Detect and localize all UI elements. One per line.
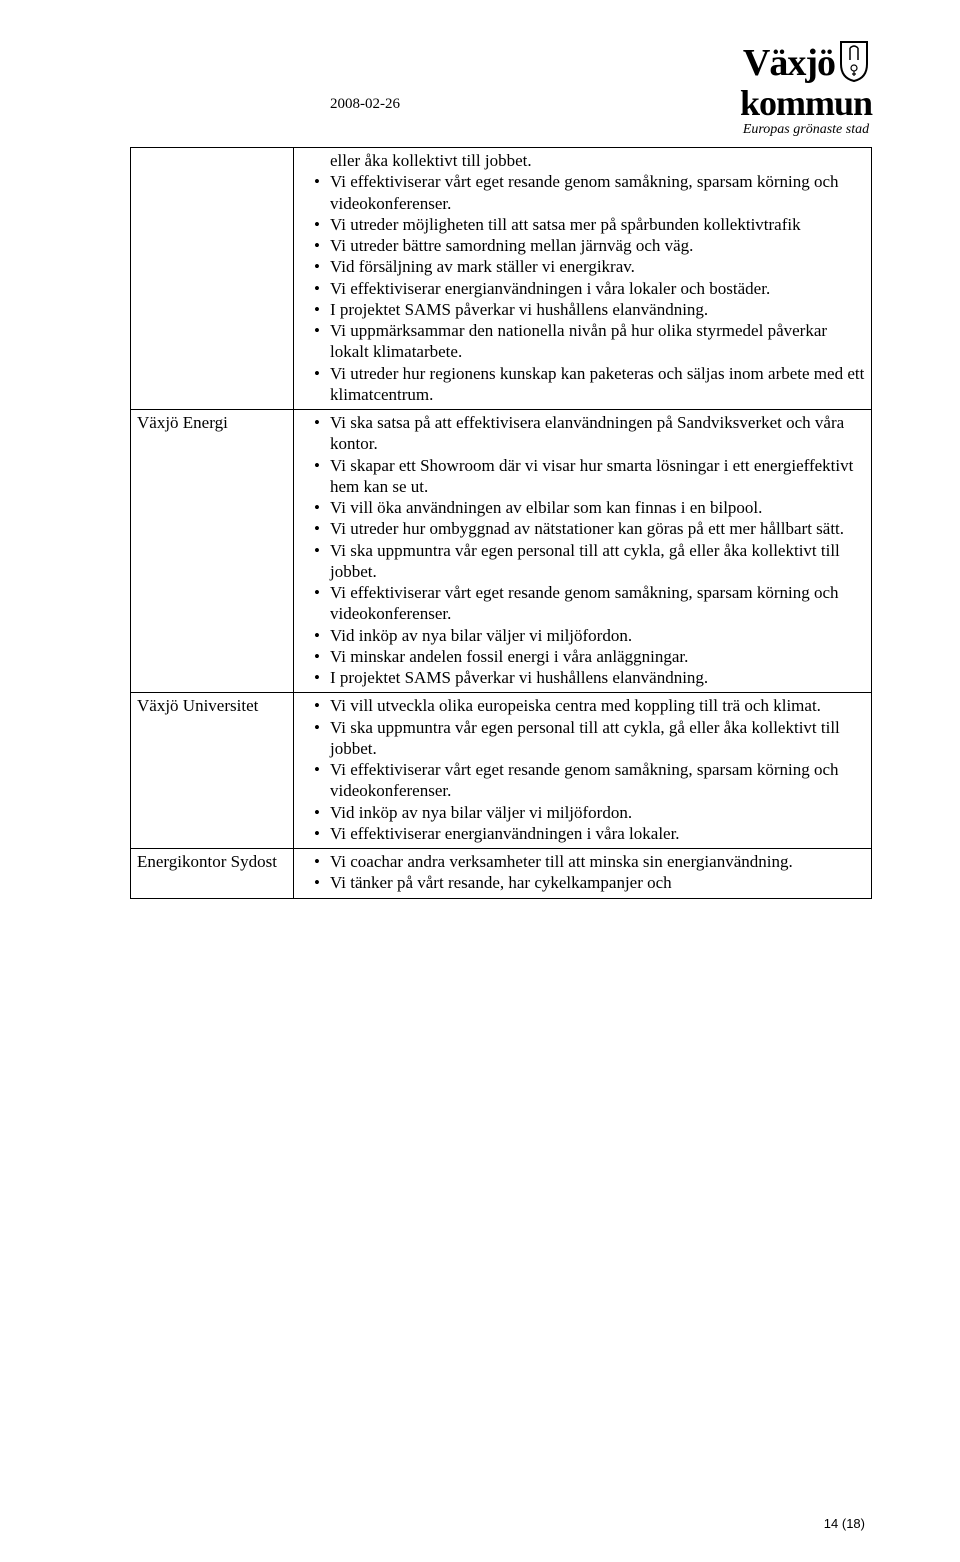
table-row: Växjö Universitet Vi vill utveckla olika … (131, 693, 872, 849)
list-item: Vid inköp av nya bilar väljer vi miljöfo… (314, 625, 865, 646)
list-item: Vi vill öka användningen av elbilar som … (314, 497, 865, 518)
list-item: Vi ska satsa på att effektivisera elanvä… (314, 412, 865, 455)
list-item: I projektet SAMS påverkar vi hushållens … (314, 667, 865, 688)
list-item: I projektet SAMS påverkar vi hushållens … (314, 299, 865, 320)
list-item: Vi utreder hur ombyggnad av nätstationer… (314, 518, 865, 539)
logo-tagline: Europas grönaste stad (740, 123, 872, 137)
list-item: Vi ska uppmuntra vår egen personal till … (314, 717, 865, 760)
list-item: Vi vill utveckla olika europeiska centra… (314, 695, 865, 716)
municipality-logo: Växjö kommun Europas grönaste stad (740, 40, 872, 137)
list-item: Vid inköp av nya bilar väljer vi miljöfo… (314, 802, 865, 823)
row-label: Energikontor Sydost (131, 849, 294, 899)
list-item: Vi effektiviserar energianvändningen i v… (314, 823, 865, 844)
list-item: Vi utreder bättre samordning mellan järn… (314, 235, 865, 256)
list-item: Vi minskar andelen fossil energi i våra … (314, 646, 865, 667)
logo-line1: Växjö (743, 44, 835, 82)
table-row: Växjö Energi Vi ska satsa på att effektiv… (131, 410, 872, 693)
list-item: Vi utreder möjligheten till att satsa me… (314, 214, 865, 235)
page-header: 2008-02-26 Växjö kommun Europas grönaste… (130, 40, 872, 137)
logo-line2: kommun (740, 85, 872, 121)
continuation-line: eller åka kollektivt till jobbet. (300, 150, 865, 171)
list-item: Vi uppmärksammar den nationella nivån på… (314, 320, 865, 363)
document-date: 2008-02-26 (330, 95, 400, 114)
list-item: Vi effektiviserar vårt eget resande geno… (314, 582, 865, 625)
list-item: Vi ska uppmuntra vår egen personal till … (314, 540, 865, 583)
row-content: Vi vill utveckla olika europeiska centra… (294, 693, 872, 849)
row-content: eller åka kollektivt till jobbet.Vi effe… (294, 148, 872, 410)
content-table: eller åka kollektivt till jobbet.Vi effe… (130, 147, 872, 899)
list-item: Vi utreder hur regionens kunskap kan pak… (314, 363, 865, 406)
list-item: Vi effektiviserar vårt eget resande geno… (314, 171, 865, 214)
list-item: Vi effektiviserar vårt eget resande geno… (314, 759, 865, 802)
table-row: Energikontor Sydost Vi coachar andra verk… (131, 849, 872, 899)
row-label: Växjö Universitet (131, 693, 294, 849)
list-item: Vi skapar ett Showroom där vi visar hur … (314, 455, 865, 498)
page-number: 14 (18) (824, 1516, 865, 1532)
row-content: Vi coachar andra verksamheter till att m… (294, 849, 872, 899)
list-item: Vid försäljning av mark ställer vi energ… (314, 256, 865, 277)
shield-icon (839, 40, 869, 85)
list-item: Vi effektiviserar energianvändningen i v… (314, 278, 865, 299)
row-label (131, 148, 294, 410)
row-content: Vi ska satsa på att effektivisera elanvä… (294, 410, 872, 693)
row-label: Växjö Energi (131, 410, 294, 693)
table-row: eller åka kollektivt till jobbet.Vi effe… (131, 148, 872, 410)
list-item: Vi coachar andra verksamheter till att m… (314, 851, 865, 872)
list-item: Vi tänker på vårt resande, har cykelkamp… (314, 872, 865, 893)
